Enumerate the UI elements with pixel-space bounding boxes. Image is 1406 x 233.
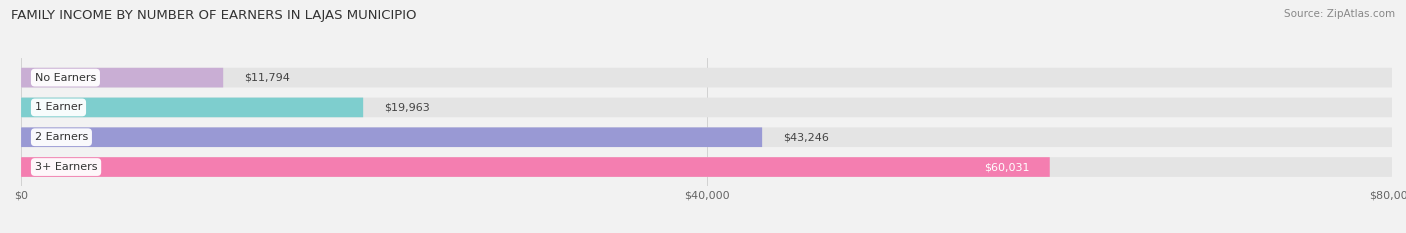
Text: Source: ZipAtlas.com: Source: ZipAtlas.com bbox=[1284, 9, 1395, 19]
FancyBboxPatch shape bbox=[21, 68, 1392, 87]
FancyBboxPatch shape bbox=[21, 68, 224, 87]
Text: $43,246: $43,246 bbox=[783, 132, 828, 142]
FancyBboxPatch shape bbox=[21, 98, 1392, 117]
FancyBboxPatch shape bbox=[21, 157, 1050, 177]
Text: FAMILY INCOME BY NUMBER OF EARNERS IN LAJAS MUNICIPIO: FAMILY INCOME BY NUMBER OF EARNERS IN LA… bbox=[11, 9, 416, 22]
FancyBboxPatch shape bbox=[21, 98, 363, 117]
Text: 3+ Earners: 3+ Earners bbox=[35, 162, 97, 172]
Text: $19,963: $19,963 bbox=[384, 103, 429, 113]
FancyBboxPatch shape bbox=[21, 157, 1392, 177]
FancyBboxPatch shape bbox=[21, 127, 1392, 147]
Text: $11,794: $11,794 bbox=[243, 73, 290, 83]
Text: $60,031: $60,031 bbox=[984, 162, 1029, 172]
Text: 2 Earners: 2 Earners bbox=[35, 132, 89, 142]
FancyBboxPatch shape bbox=[21, 127, 762, 147]
Text: No Earners: No Earners bbox=[35, 73, 96, 83]
Text: 1 Earner: 1 Earner bbox=[35, 103, 82, 113]
